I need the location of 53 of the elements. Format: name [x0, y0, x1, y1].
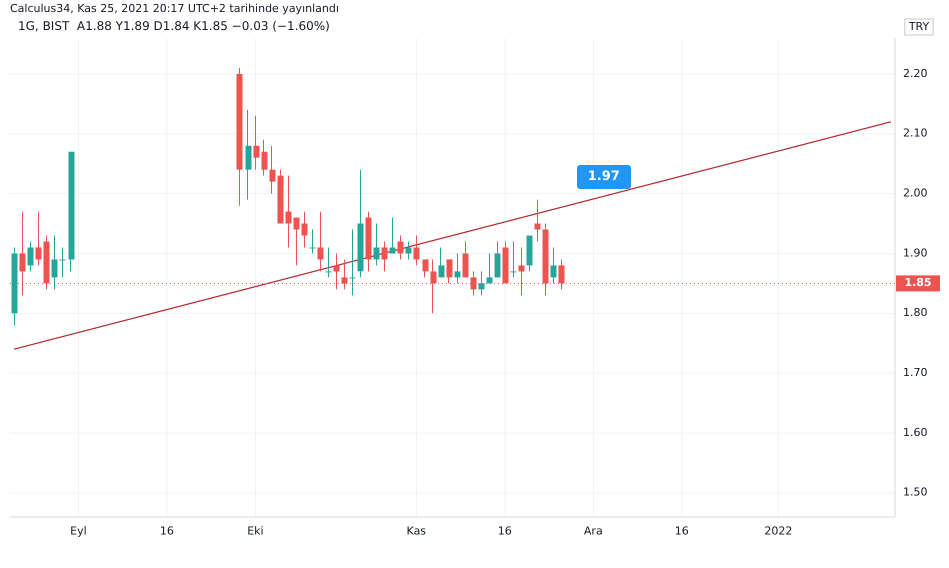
candlestick — [246, 109, 252, 200]
candlestick — [414, 235, 420, 266]
candlestick — [28, 240, 34, 272]
chart-title: 1G, BIST A1.88 Y1.89 D1.84 K1.85 −0.03 (−1.60%) — [18, 19, 330, 34]
x-tick-label: 16 — [498, 524, 512, 538]
ref-line-label: 1.85 — [904, 276, 932, 290]
y-tick-label: 1.70 — [903, 366, 928, 380]
candlestick — [406, 240, 412, 260]
y-tick-label: 2.00 — [903, 186, 928, 200]
x-tick-label: 16 — [674, 524, 689, 538]
x-tick-label: Kas — [406, 524, 426, 538]
y-tick-label: 2.10 — [903, 126, 928, 140]
x-tick-label: 16 — [160, 524, 174, 538]
y-tick-label: 2.20 — [903, 66, 928, 80]
y-tick-label: 1.90 — [903, 246, 928, 260]
candlestick — [494, 240, 500, 278]
candlestick — [262, 139, 268, 176]
y-axis-title: TRY — [908, 20, 930, 33]
candlestick — [454, 252, 460, 284]
candlestick — [390, 217, 396, 254]
x-tick-label: Eki — [247, 524, 264, 538]
x-tick-label: Ara — [584, 524, 603, 538]
candlestick — [326, 246, 332, 278]
candlestick — [302, 211, 308, 248]
candlestick — [36, 211, 42, 266]
candlestick — [270, 145, 276, 194]
candlestick — [510, 240, 516, 278]
callout-label: 1.97 — [576, 164, 631, 189]
candlestick — [550, 246, 556, 284]
candlestick — [478, 270, 484, 296]
candlestick — [60, 246, 66, 278]
y-tick-label: 1.80 — [903, 306, 928, 320]
candlestick — [382, 240, 388, 272]
candlestick — [20, 211, 26, 296]
candlestick — [462, 240, 468, 278]
candlestick — [398, 235, 404, 260]
candlestick — [318, 211, 324, 272]
candlestick — [422, 258, 428, 278]
candlestick — [438, 246, 444, 278]
candlestick — [286, 175, 292, 248]
candlestick — [52, 235, 58, 290]
candlestick — [294, 217, 300, 266]
candlestick — [254, 115, 260, 170]
x-tick-label: 2022 — [764, 524, 792, 538]
y-tick-label: 1.50 — [903, 486, 928, 499]
candlestick — [350, 229, 356, 296]
candlestick — [374, 223, 380, 266]
candlestick — [534, 199, 540, 242]
text: Calculus34, Kas 25, 2021 20:17 UTC+2 tarihinde yayınlandı — [10, 2, 339, 15]
x-tick-label: Eyl — [70, 524, 87, 538]
candlestick — [486, 252, 492, 284]
candlestick — [310, 229, 316, 254]
y-tick-label: 1.60 — [903, 426, 928, 439]
